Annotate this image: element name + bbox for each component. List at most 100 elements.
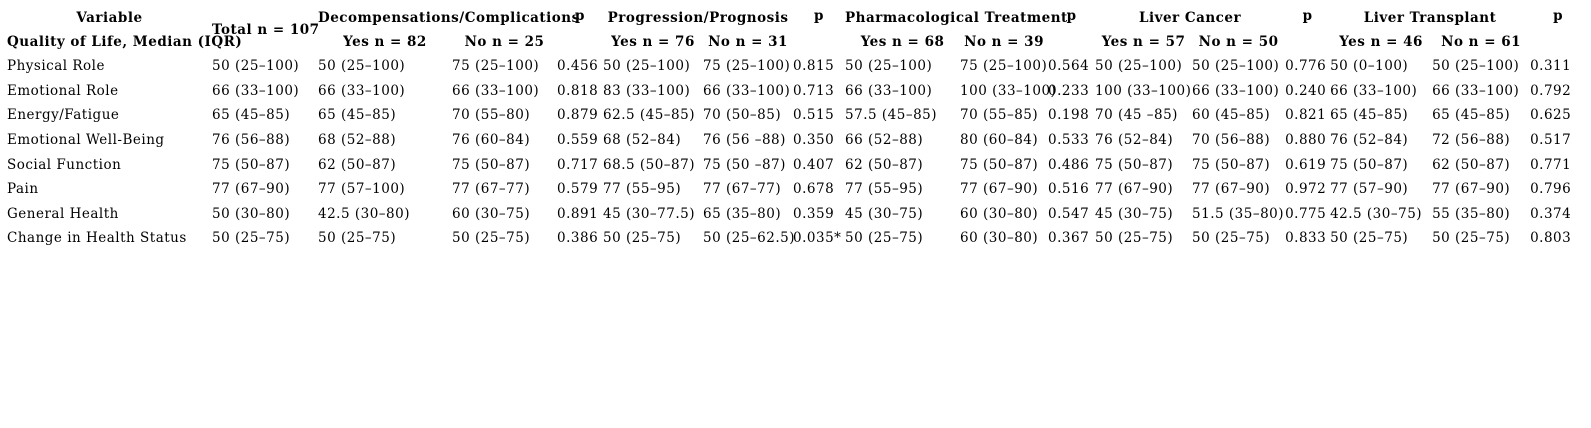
cell-liver-transplant-no: 66 (33–100): [1432, 82, 1520, 99]
table-row: Emotional Well-Being 76 (56–88) 68 (52–8…: [7, 128, 1586, 153]
header-decompensations-no: No n = 25: [464, 34, 545, 50]
cell-progression-yes: 68.5 (50–87): [603, 156, 696, 173]
header-p-decompensations: p: [575, 8, 585, 24]
table-row: Social Function 75 (50–87) 62 (50–87) 75…: [7, 152, 1586, 177]
row-variable-label: Energy/Fatigue: [7, 107, 120, 124]
cell-total: 50 (25–75): [212, 230, 291, 247]
cell-progression-p: 0.815: [793, 58, 835, 75]
cell-liver-transplant-yes: 77 (57–90): [1330, 181, 1409, 198]
table-row: General Health 50 (30–80) 42.5 (30–80) 6…: [7, 202, 1586, 227]
row-variable-label: General Health: [7, 205, 119, 222]
table-row: Emotional Role 66 (33–100) 66 (33–100) 6…: [7, 79, 1586, 104]
cell-decompensations-yes: 65 (45–85): [318, 107, 397, 124]
header-group-liver-cancer: Liver Cancer: [1139, 9, 1242, 26]
cell-liver-transplant-yes: 50 (0–100): [1330, 58, 1409, 75]
cell-total: 50 (30–80): [212, 205, 291, 222]
cell-liver-cancer-no: 51.5 (35–80): [1192, 205, 1285, 222]
row-variable-label: Emotional Role: [7, 82, 119, 99]
cell-decompensations-yes: 66 (33–100): [318, 82, 406, 99]
cell-progression-no: 76 (56 –88): [703, 132, 786, 149]
cell-decompensations-yes: 62 (50–87): [318, 156, 397, 173]
cell-pharmacological-no: 75 (25–100): [960, 58, 1048, 75]
cell-liver-cancer-no: 50 (25–100): [1192, 58, 1280, 75]
cell-progression-no: 65 (35–80): [703, 205, 782, 222]
cell-liver-transplant-yes: 76 (52–84): [1330, 132, 1409, 149]
header-p-liver-transplant: p: [1553, 8, 1564, 24]
table-row: Change in Health Status 50 (25–75) 50 (2…: [7, 226, 1586, 251]
header-variable-subtitle: Quality of Life, Median (IQR): [7, 34, 243, 50]
cell-decompensations-yes: 50 (25–75): [318, 230, 397, 247]
cell-pharmacological-no: 100 (33–100): [960, 82, 1057, 99]
cell-decompensations-no: 70 (55–80): [452, 107, 531, 124]
cell-total: 66 (33–100): [212, 82, 300, 99]
cell-decompensations-yes: 50 (25–100): [318, 58, 406, 75]
cell-pharmacological-yes: 50 (25–75): [845, 230, 924, 247]
header-liver-cancer-yes: Yes n = 57: [1101, 34, 1186, 50]
cell-progression-yes: 83 (33–100): [603, 82, 691, 99]
cell-pharmacological-yes: 62 (50–87): [845, 156, 924, 173]
cell-liver-transplant-p: 0.771: [1530, 156, 1572, 173]
cell-liver-cancer-no: 60 (45–85): [1192, 107, 1271, 124]
cell-decompensations-p: 0.386: [557, 230, 599, 247]
header-progression-yes: Yes n = 76: [611, 34, 695, 50]
cell-pharmacological-no: 60 (30–80): [960, 205, 1039, 222]
cell-liver-cancer-yes: 76 (52–84): [1095, 132, 1174, 149]
cell-liver-cancer-p: 0.972: [1285, 181, 1327, 198]
cell-liver-transplant-no: 72 (56–88): [1432, 132, 1511, 149]
cell-liver-transplant-no: 77 (67–90): [1432, 181, 1511, 198]
cell-pharmacological-p: 0.233: [1048, 82, 1090, 99]
cell-liver-cancer-yes: 70 (45 –85): [1095, 107, 1178, 124]
cell-liver-transplant-p: 0.792: [1530, 82, 1572, 99]
cell-decompensations-no: 75 (50–87): [452, 156, 531, 173]
cell-progression-p: 0.035*: [793, 230, 842, 247]
cell-total: 76 (56–88): [212, 132, 291, 149]
cell-liver-transplant-p: 0.796: [1530, 181, 1572, 198]
header-group-progression: Progression/Prognosis: [607, 9, 789, 26]
cell-liver-cancer-no: 75 (50–87): [1192, 156, 1271, 173]
header-progression-no: No n = 31: [708, 34, 788, 50]
cell-liver-cancer-no: 77 (67–90): [1192, 181, 1271, 198]
cell-pharmacological-p: 0.516: [1048, 181, 1090, 198]
cell-liver-cancer-p: 0.775: [1285, 205, 1327, 222]
cell-progression-yes: 68 (52–84): [603, 132, 682, 149]
cell-liver-transplant-p: 0.803: [1530, 230, 1572, 247]
cell-decompensations-yes: 68 (52–88): [318, 132, 397, 149]
cell-pharmacological-no: 77 (67–90): [960, 181, 1039, 198]
header-group-pharmacological: Pharmacological Treatment: [845, 9, 1068, 26]
cell-decompensations-no: 77 (67–77): [452, 181, 531, 198]
cell-decompensations-no: 60 (30–75): [452, 205, 531, 222]
cell-liver-transplant-yes: 65 (45–85): [1330, 107, 1409, 124]
cell-pharmacological-yes: 57.5 (45–85): [845, 107, 938, 124]
row-variable-label: Emotional Well-Being: [7, 132, 165, 149]
quality-of-life-table: Variable Total n = 107 Decompensations/C…: [7, 5, 1586, 251]
cell-liver-cancer-p: 0.821: [1285, 107, 1327, 124]
cell-progression-yes: 50 (25–100): [603, 58, 691, 75]
cell-decompensations-p: 0.579: [557, 181, 599, 198]
header-row-subgroups: Quality of Life, Median (IQR) Yes n = 82…: [7, 30, 1586, 54]
cell-pharmacological-p: 0.547: [1048, 205, 1090, 222]
header-p-progression: p: [814, 8, 824, 24]
row-variable-label: Physical Role: [7, 58, 105, 75]
cell-progression-yes: 77 (55–95): [603, 181, 682, 198]
header-row-groups: Variable Total n = 107 Decompensations/C…: [7, 5, 1586, 38]
cell-pharmacological-yes: 66 (52–88): [845, 132, 924, 149]
table-row: Physical Role 50 (25–100) 50 (25–100) 75…: [7, 54, 1586, 79]
cell-liver-cancer-yes: 77 (67–90): [1095, 181, 1174, 198]
cell-liver-transplant-no: 62 (50–87): [1432, 156, 1511, 173]
cell-pharmacological-no: 70 (55–85): [960, 107, 1039, 124]
cell-pharmacological-yes: 66 (33–100): [845, 82, 933, 99]
cell-progression-no: 50 (25–62.5): [703, 230, 796, 247]
cell-liver-transplant-no: 55 (35–80): [1432, 205, 1511, 222]
cell-pharmacological-p: 0.198: [1048, 107, 1090, 124]
cell-liver-transplant-p: 0.374: [1530, 205, 1572, 222]
cell-liver-cancer-yes: 45 (30–75): [1095, 205, 1174, 222]
cell-liver-cancer-p: 0.880: [1285, 132, 1327, 149]
cell-progression-p: 0.515: [793, 107, 835, 124]
cell-progression-yes: 50 (25–75): [603, 230, 682, 247]
cell-decompensations-yes: 42.5 (30–80): [318, 205, 410, 222]
cell-decompensations-yes: 77 (57–100): [318, 181, 406, 198]
cell-decompensations-p: 0.891: [557, 205, 599, 222]
cell-liver-transplant-yes: 42.5 (30–75): [1330, 205, 1423, 222]
table-body: Physical Role 50 (25–100) 50 (25–100) 75…: [7, 54, 1586, 251]
